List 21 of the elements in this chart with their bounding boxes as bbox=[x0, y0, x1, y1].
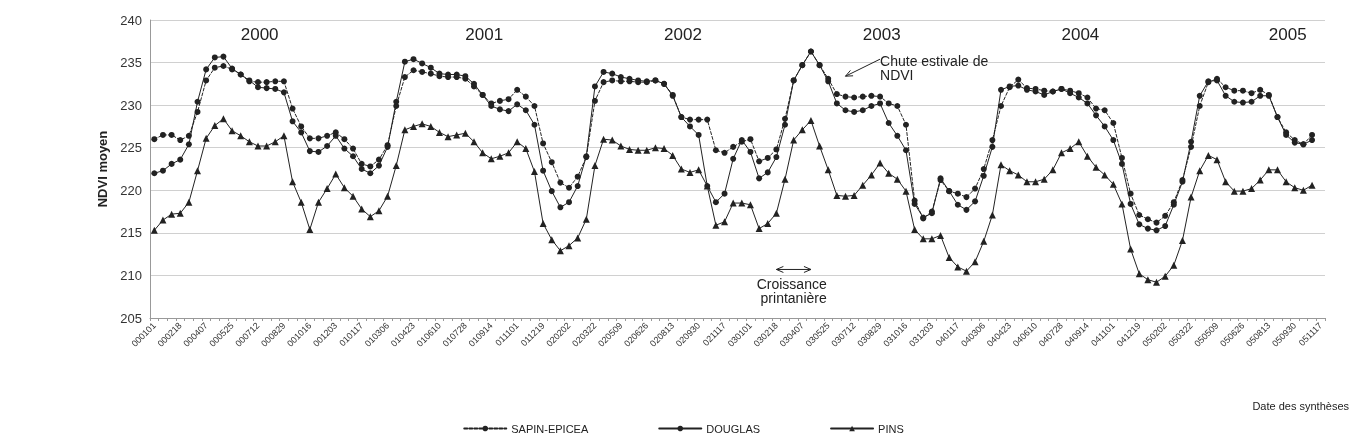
x-axis-title: Date des synthèses bbox=[1252, 399, 1350, 412]
annotation: 2001 bbox=[465, 24, 504, 44]
legend-label: PINS bbox=[878, 422, 904, 435]
legend-label: SAPIN-EPICEA bbox=[511, 422, 589, 435]
y-tick-label: 205 bbox=[120, 310, 142, 326]
y-axis-title: NDVI moyen bbox=[95, 130, 111, 208]
annotation: Chute estivale de NDVI bbox=[880, 53, 993, 84]
annotation: 2003 bbox=[862, 24, 901, 44]
y-tick-label: 225 bbox=[120, 140, 142, 156]
annotation: 2002 bbox=[664, 24, 702, 44]
annotation: 2005 bbox=[1268, 24, 1307, 44]
y-tick-label: 235 bbox=[120, 55, 142, 71]
annotation: Croissance printanière bbox=[756, 276, 831, 307]
legend-label: DOUGLAS bbox=[706, 422, 761, 435]
y-tick-label: 220 bbox=[120, 182, 142, 198]
annotation: 2004 bbox=[1061, 24, 1100, 44]
y-tick-label: 240 bbox=[120, 12, 142, 28]
y-tick-label: 210 bbox=[120, 267, 142, 283]
y-tick-label: 215 bbox=[120, 225, 142, 241]
annotation: 2000 bbox=[240, 24, 279, 44]
y-tick-label: 230 bbox=[120, 97, 142, 113]
